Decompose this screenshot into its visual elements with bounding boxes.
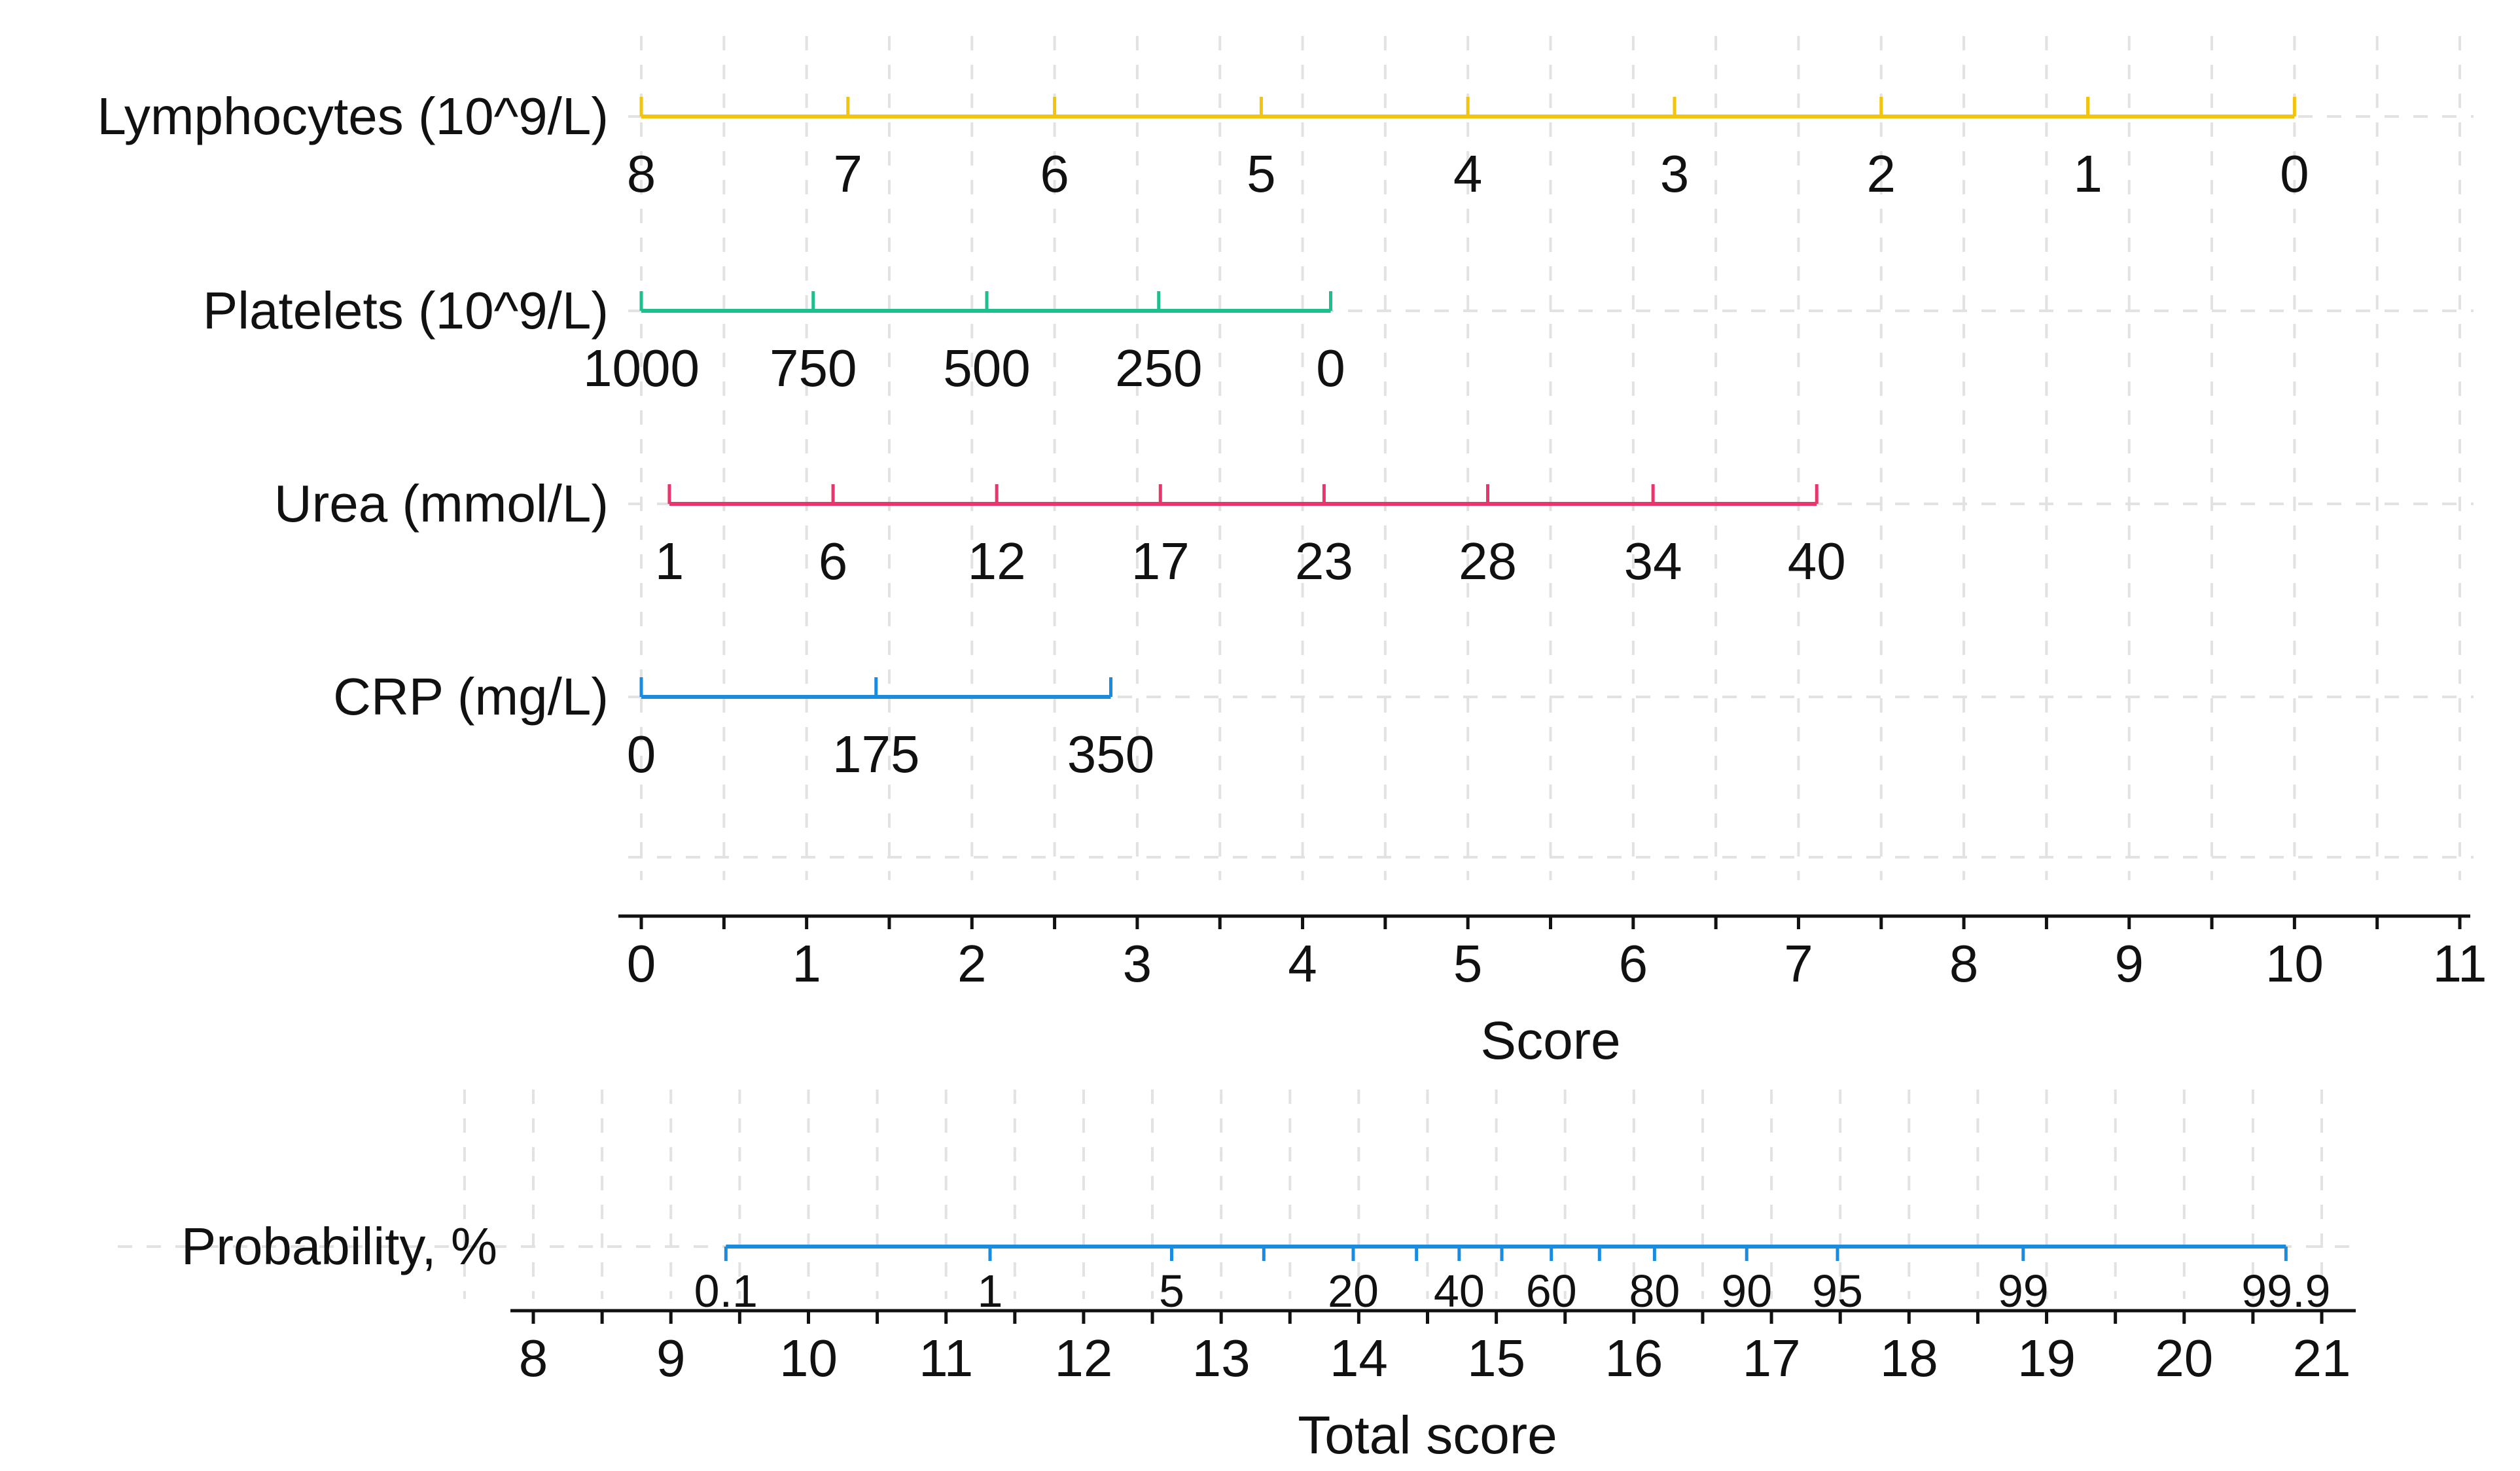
probability-tick-label: 1 xyxy=(977,1266,1003,1317)
score-axis-tick-label: 3 xyxy=(1123,934,1152,993)
probability-tick-label: 60 xyxy=(1526,1266,1577,1317)
score-axis-title: Score xyxy=(1480,1011,1620,1071)
variable-tick-label: 6 xyxy=(1040,145,1069,203)
score-axis-tick-label: 9 xyxy=(2114,934,2144,993)
variable-tick-label: 2 xyxy=(1867,145,1896,203)
variable-tick-label: 12 xyxy=(968,532,1026,590)
probability-tick-label: 0.1 xyxy=(694,1266,758,1317)
variable-tick-label: 23 xyxy=(1295,532,1353,590)
total-axis-title: Total score xyxy=(1298,1406,1557,1465)
total-axis-tick-label: 11 xyxy=(919,1329,973,1387)
variable-tick-label: 1 xyxy=(2073,145,2103,203)
probability-tick-label: 99.9 xyxy=(2241,1266,2330,1317)
variable-tick-label: 7 xyxy=(834,145,863,203)
variable-tick-label: 17 xyxy=(1131,532,1190,590)
total-axis-tick-label: 15 xyxy=(1467,1329,1525,1387)
total-axis-tick-label: 8 xyxy=(519,1329,548,1387)
variable-tick-label: 34 xyxy=(1624,532,1682,590)
score-axis-tick-label: 4 xyxy=(1288,934,1317,993)
score-axis-tick-label: 7 xyxy=(1784,934,1813,993)
variable-tick-label: 1 xyxy=(655,532,684,590)
variable-tick-label: 4 xyxy=(1453,145,1483,203)
score-axis-tick-label: 11 xyxy=(2432,934,2487,993)
total-axis-tick-label: 12 xyxy=(1054,1329,1112,1387)
variable-tick-label: 28 xyxy=(1459,532,1517,590)
probability-tick-label: 99 xyxy=(1998,1266,2049,1317)
total-axis-tick-label: 18 xyxy=(1880,1329,1938,1387)
total-axis-tick-label: 19 xyxy=(2017,1329,2076,1387)
score-axis-tick-label: 5 xyxy=(1453,934,1483,993)
total-axis-tick-label: 20 xyxy=(2155,1329,2213,1387)
variable-tick-label: 40 xyxy=(1788,532,1846,590)
score-axis-tick-label: 0 xyxy=(627,934,656,993)
score-axis-tick-label: 10 xyxy=(2265,934,2324,993)
probability-tick-label: 5 xyxy=(1159,1266,1184,1317)
probability-tick-label: 90 xyxy=(1721,1266,1772,1317)
total-axis-tick-label: 10 xyxy=(779,1329,838,1387)
probability-label: Probability, % xyxy=(181,1217,497,1275)
probability-tick-label: 20 xyxy=(1328,1266,1379,1317)
variable-tick-label: 250 xyxy=(1115,339,1202,397)
score-axis-tick-label: 2 xyxy=(957,934,987,993)
variable-tick-label: 1000 xyxy=(583,339,700,397)
variable-tick-label: 750 xyxy=(770,339,857,397)
variable-label: CRP (mg/L) xyxy=(333,667,609,726)
probability-tick-label: 80 xyxy=(1629,1266,1680,1317)
variable-tick-label: 0 xyxy=(627,725,656,783)
probability-tick-label: 95 xyxy=(1812,1266,1863,1317)
variable-label: Platelets (10^9/L) xyxy=(203,281,609,340)
total-axis-tick-label: 21 xyxy=(2293,1329,2351,1387)
variable-tick-label: 0 xyxy=(1316,339,1345,397)
variable-tick-label: 500 xyxy=(943,339,1030,397)
total-axis-tick-label: 13 xyxy=(1192,1329,1251,1387)
variable-tick-label: 0 xyxy=(2280,145,2309,203)
variable-label: Lymphocytes (10^9/L) xyxy=(97,87,609,145)
variable-tick-label: 3 xyxy=(1660,145,1690,203)
total-axis-tick-label: 17 xyxy=(1743,1329,1801,1387)
total-axis-tick-label: 16 xyxy=(1605,1329,1663,1387)
total-axis-tick-label: 14 xyxy=(1330,1329,1388,1387)
score-axis-tick-label: 1 xyxy=(792,934,821,993)
variable-tick-label: 5 xyxy=(1247,145,1276,203)
probability-tick-label: 40 xyxy=(1434,1266,1485,1317)
variable-label: Urea (mmol/L) xyxy=(274,474,609,533)
score-axis-tick-label: 6 xyxy=(1619,934,1648,993)
variable-tick-label: 6 xyxy=(819,532,848,590)
variable-tick-label: 350 xyxy=(1067,725,1154,783)
variable-tick-label: 8 xyxy=(627,145,656,203)
variable-tick-label: 175 xyxy=(832,725,919,783)
score-axis-tick-label: 8 xyxy=(1949,934,1979,993)
total-axis-tick-label: 9 xyxy=(656,1329,686,1387)
